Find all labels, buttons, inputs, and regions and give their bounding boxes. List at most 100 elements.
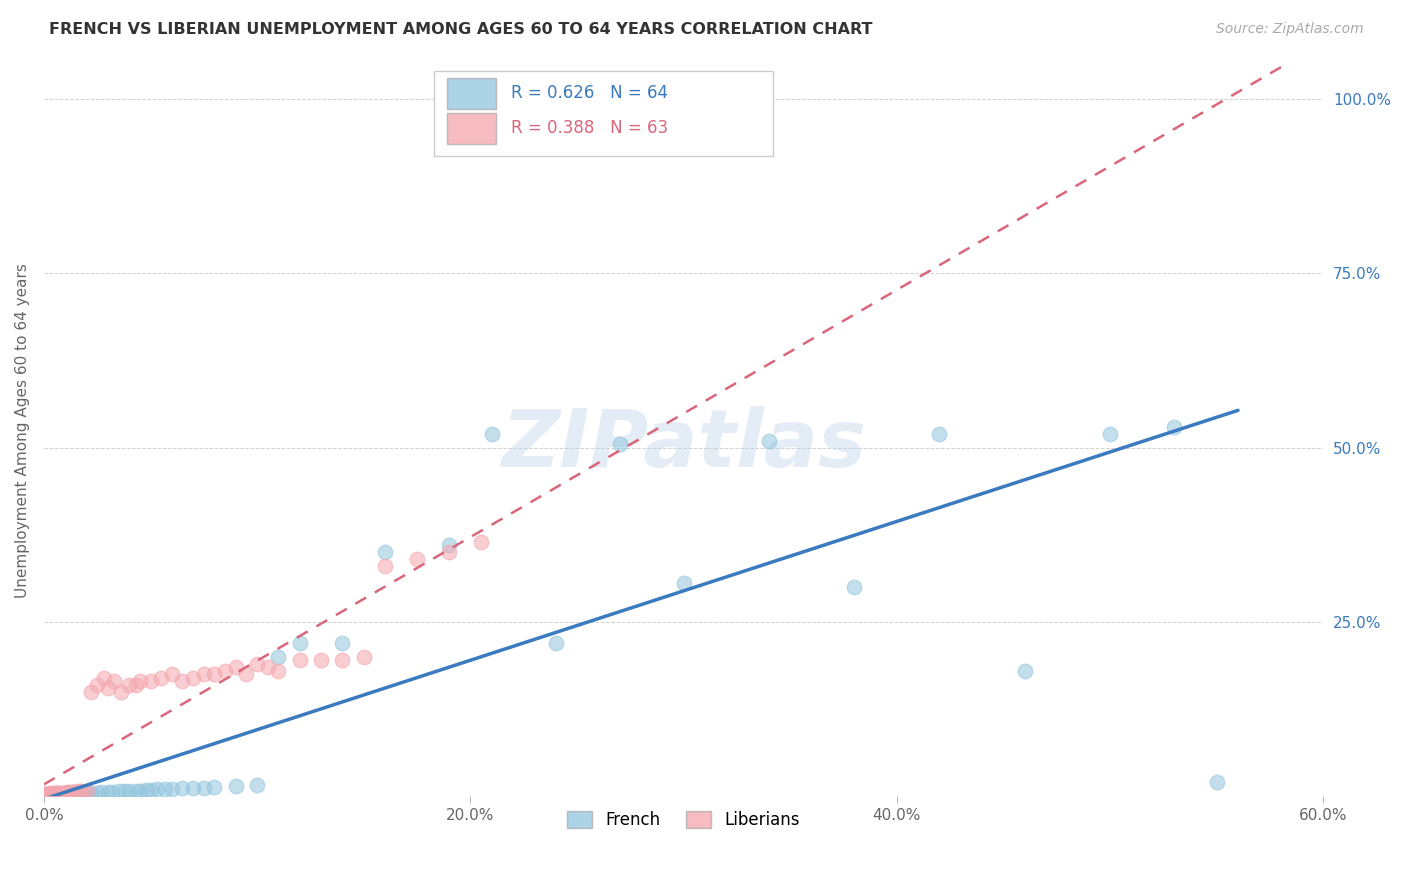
Point bbox=[41, 786, 63, 800]
Point bbox=[246, 657, 269, 671]
Text: Source: ZipAtlas.com: Source: ZipAtlas.com bbox=[1216, 22, 1364, 37]
Point bbox=[48, 786, 70, 800]
Point bbox=[76, 783, 98, 797]
Point bbox=[41, 788, 63, 802]
Point bbox=[139, 782, 162, 797]
Point bbox=[97, 681, 120, 695]
Point bbox=[1014, 664, 1036, 678]
Point bbox=[80, 684, 103, 698]
Point bbox=[32, 789, 55, 803]
Point bbox=[128, 674, 150, 689]
Point bbox=[481, 426, 503, 441]
Point bbox=[49, 786, 72, 800]
Text: R = 0.388   N = 63: R = 0.388 N = 63 bbox=[510, 120, 668, 137]
Point bbox=[37, 788, 59, 802]
Point bbox=[267, 664, 290, 678]
Point bbox=[58, 785, 80, 799]
Point bbox=[32, 789, 55, 803]
Point bbox=[72, 786, 94, 800]
Point bbox=[97, 785, 120, 799]
Point bbox=[53, 787, 76, 801]
Point bbox=[60, 785, 83, 799]
Point bbox=[110, 684, 132, 698]
Point bbox=[470, 534, 492, 549]
Point bbox=[53, 786, 76, 800]
Point bbox=[672, 576, 695, 591]
Point bbox=[41, 787, 63, 801]
Point bbox=[48, 788, 70, 802]
Point bbox=[45, 786, 67, 800]
FancyBboxPatch shape bbox=[447, 78, 495, 109]
Point bbox=[58, 787, 80, 801]
Point bbox=[53, 788, 76, 802]
Point bbox=[928, 426, 950, 441]
Point bbox=[544, 636, 567, 650]
Point bbox=[124, 783, 146, 797]
Point bbox=[758, 434, 780, 448]
Point bbox=[52, 787, 75, 801]
Point bbox=[128, 783, 150, 797]
Point bbox=[332, 653, 354, 667]
Point bbox=[32, 788, 55, 802]
Point bbox=[193, 780, 215, 795]
Point bbox=[45, 786, 67, 800]
Point bbox=[114, 784, 136, 798]
Point bbox=[86, 677, 108, 691]
Point bbox=[44, 787, 66, 801]
Point bbox=[353, 649, 375, 664]
Point bbox=[288, 653, 311, 667]
Point bbox=[44, 788, 66, 802]
Point bbox=[246, 778, 269, 792]
Text: FRENCH VS LIBERIAN UNEMPLOYMENT AMONG AGES 60 TO 64 YEARS CORRELATION CHART: FRENCH VS LIBERIAN UNEMPLOYMENT AMONG AG… bbox=[49, 22, 873, 37]
Point bbox=[609, 437, 631, 451]
Point bbox=[107, 784, 129, 798]
Point bbox=[146, 782, 169, 797]
Point bbox=[49, 787, 72, 801]
Point bbox=[39, 786, 62, 800]
Point bbox=[44, 786, 66, 800]
Point bbox=[204, 667, 226, 681]
Point bbox=[93, 671, 115, 685]
Point bbox=[32, 789, 55, 803]
Point bbox=[56, 785, 79, 799]
Point bbox=[118, 677, 141, 691]
Point bbox=[65, 784, 87, 798]
Point bbox=[53, 786, 76, 800]
Point bbox=[76, 786, 98, 800]
Point bbox=[288, 636, 311, 650]
Point bbox=[172, 674, 194, 689]
Point bbox=[80, 786, 103, 800]
Point bbox=[256, 660, 278, 674]
Point bbox=[181, 780, 204, 795]
Point bbox=[437, 545, 460, 559]
Point bbox=[160, 782, 183, 797]
Point bbox=[35, 788, 58, 802]
Point bbox=[124, 677, 146, 691]
Point bbox=[32, 789, 55, 803]
Point bbox=[1099, 426, 1122, 441]
Point bbox=[139, 674, 162, 689]
Point bbox=[37, 789, 59, 803]
Point bbox=[32, 787, 55, 801]
Text: R = 0.626   N = 64: R = 0.626 N = 64 bbox=[510, 85, 668, 103]
Point bbox=[86, 786, 108, 800]
Point bbox=[150, 671, 173, 685]
Point bbox=[37, 787, 59, 801]
Point bbox=[32, 789, 55, 803]
Point bbox=[214, 664, 236, 678]
FancyBboxPatch shape bbox=[447, 113, 495, 144]
Point bbox=[267, 649, 290, 664]
Point bbox=[193, 667, 215, 681]
Point bbox=[172, 781, 194, 796]
Point bbox=[135, 782, 157, 797]
Point bbox=[32, 789, 55, 803]
Point bbox=[69, 784, 91, 798]
Point bbox=[45, 788, 67, 802]
Point bbox=[44, 789, 66, 803]
Point bbox=[160, 667, 183, 681]
Point bbox=[32, 789, 55, 803]
Point bbox=[437, 538, 460, 552]
Point bbox=[225, 660, 247, 674]
Point bbox=[374, 559, 396, 574]
Point bbox=[225, 780, 247, 794]
